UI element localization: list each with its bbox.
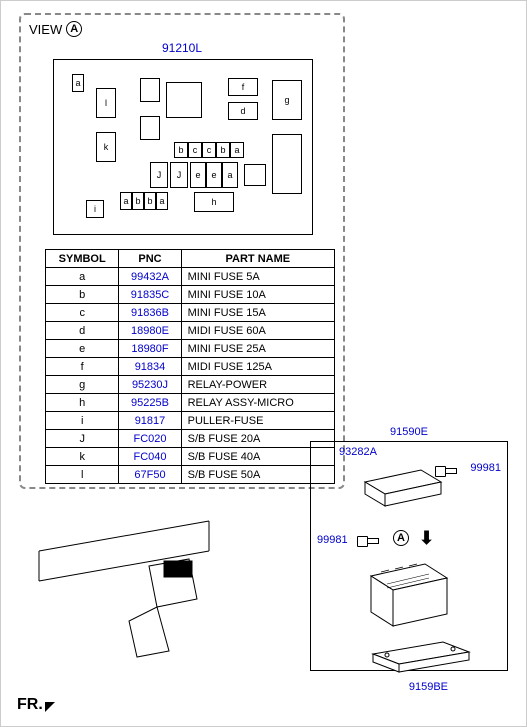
fuse-cell: J bbox=[150, 162, 168, 188]
cell-partname: MIDI FUSE 125A bbox=[181, 358, 334, 376]
fuse-cell: i bbox=[86, 200, 104, 218]
fusebox-schematic: alkJJbccbaeeadfghiabba bbox=[53, 59, 313, 235]
cell-pnc[interactable]: FC040 bbox=[119, 448, 181, 466]
cell-symbol: k bbox=[46, 448, 119, 466]
assembly-box: 91590E 93282A 99981 99981 A ⬇ bbox=[310, 441, 508, 671]
table-row: l67F50S/B FUSE 50A bbox=[46, 466, 335, 484]
cell-symbol: a bbox=[46, 268, 119, 286]
cell-partname: RELAY ASSY-MICRO bbox=[181, 394, 334, 412]
cell-symbol: i bbox=[46, 412, 119, 430]
cell-symbol: l bbox=[46, 466, 119, 484]
cell-pnc[interactable]: FC020 bbox=[119, 430, 181, 448]
table-row: kFC040S/B FUSE 40A bbox=[46, 448, 335, 466]
cell-pnc[interactable]: 95225B bbox=[119, 394, 181, 412]
fuse-cell: c bbox=[202, 142, 216, 158]
callout-91210l[interactable]: 91210L bbox=[162, 41, 202, 55]
cell-symbol: e bbox=[46, 340, 119, 358]
parts-tbody: a99432AMINI FUSE 5Ab91835CMINI FUSE 10Ac… bbox=[46, 268, 335, 484]
table-row: i91817PULLER-FUSE bbox=[46, 412, 335, 430]
cell-partname: MINI FUSE 25A bbox=[181, 340, 334, 358]
callout-91590e[interactable]: 91590E bbox=[390, 426, 428, 438]
callout-9159be[interactable]: 9159BE bbox=[409, 681, 448, 693]
fuse-cell: a bbox=[72, 74, 84, 92]
cell-pnc[interactable]: 18980E bbox=[119, 322, 181, 340]
fuse-cell: k bbox=[96, 132, 116, 162]
fuse-cell: b bbox=[216, 142, 230, 158]
screw-icon bbox=[439, 468, 457, 474]
callout-93282a[interactable]: 93282A bbox=[339, 446, 377, 458]
fuse-cell: h bbox=[194, 192, 234, 212]
view-title: VIEW A bbox=[29, 21, 82, 37]
cell-symbol: J bbox=[46, 430, 119, 448]
callout-99981-top[interactable]: 99981 bbox=[470, 462, 501, 474]
fuse-cell: c bbox=[188, 142, 202, 158]
table-row: d18980EMIDI FUSE 60A bbox=[46, 322, 335, 340]
cell-pnc[interactable]: 95230J bbox=[119, 376, 181, 394]
table-row: c91836BMINI FUSE 15A bbox=[46, 304, 335, 322]
fuse-cell: l bbox=[96, 88, 116, 118]
fr-label: FR. bbox=[17, 696, 43, 714]
cell-partname: MINI FUSE 10A bbox=[181, 286, 334, 304]
fuse-cell: b bbox=[144, 192, 156, 210]
cell-pnc[interactable]: 99432A bbox=[119, 268, 181, 286]
fuse-cell: e bbox=[190, 162, 206, 188]
table-row: f91834MIDI FUSE 125A bbox=[46, 358, 335, 376]
cell-pnc[interactable]: 91836B bbox=[119, 304, 181, 322]
fuse-cell: a bbox=[222, 162, 238, 188]
table-row: b91835CMINI FUSE 10A bbox=[46, 286, 335, 304]
fuse-cell: g bbox=[272, 80, 302, 120]
cell-partname: MINI FUSE 5A bbox=[181, 268, 334, 286]
bracket-graphic bbox=[367, 640, 477, 674]
table-row: h95225BRELAY ASSY-MICRO bbox=[46, 394, 335, 412]
fuse-cell: a bbox=[230, 142, 244, 158]
arrow-sw-icon bbox=[45, 702, 55, 712]
cell-pnc[interactable]: 18980F bbox=[119, 340, 181, 358]
cell-symbol: c bbox=[46, 304, 119, 322]
fuse-cell: f bbox=[228, 78, 258, 96]
view-label: VIEW bbox=[29, 22, 62, 37]
callout-99981-mid[interactable]: 99981 bbox=[317, 534, 348, 546]
fr-indicator: FR. bbox=[17, 696, 55, 714]
cell-pnc[interactable]: 91835C bbox=[119, 286, 181, 304]
cell-partname: PULLER-FUSE bbox=[181, 412, 334, 430]
fuse-cell bbox=[272, 134, 302, 194]
screw-icon bbox=[361, 538, 379, 544]
cell-symbol: f bbox=[46, 358, 119, 376]
down-arrow-icon: ⬇ bbox=[419, 528, 434, 549]
ref-a-badge: A bbox=[393, 530, 409, 546]
fuse-cell: e bbox=[206, 162, 222, 188]
cell-partname: RELAY-POWER bbox=[181, 376, 334, 394]
th-partname: PART NAME bbox=[181, 250, 334, 268]
fuse-cell: d bbox=[228, 102, 258, 120]
table-row: g95230JRELAY-POWER bbox=[46, 376, 335, 394]
table-row: e18980FMINI FUSE 25A bbox=[46, 340, 335, 358]
cell-partname: MIDI FUSE 60A bbox=[181, 322, 334, 340]
mounting-sketch bbox=[29, 511, 289, 671]
view-a-panel: VIEW A 91210L alkJJbccbaeeadfghiabba SYM… bbox=[19, 13, 345, 489]
cell-symbol: b bbox=[46, 286, 119, 304]
fuse-cell bbox=[244, 164, 266, 186]
fuse-cell: J bbox=[170, 162, 188, 188]
fuse-cell: b bbox=[174, 142, 188, 158]
cell-symbol: g bbox=[46, 376, 119, 394]
cell-partname: MINI FUSE 15A bbox=[181, 304, 334, 322]
cell-symbol: d bbox=[46, 322, 119, 340]
view-letter-badge: A bbox=[66, 21, 82, 37]
table-row: JFC020S/B FUSE 20A bbox=[46, 430, 335, 448]
cell-pnc[interactable]: 91817 bbox=[119, 412, 181, 430]
fuse-cell bbox=[140, 116, 160, 140]
fuse-cell: a bbox=[120, 192, 132, 210]
table-row: a99432AMINI FUSE 5A bbox=[46, 268, 335, 286]
relay-body-graphic bbox=[359, 556, 459, 634]
fuse-cell: a bbox=[156, 192, 168, 210]
parts-table: SYMBOL PNC PART NAME a99432AMINI FUSE 5A… bbox=[45, 249, 335, 484]
fuse-cell: b bbox=[132, 192, 144, 210]
fuse-cell bbox=[140, 78, 160, 102]
cell-pnc[interactable]: 67F50 bbox=[119, 466, 181, 484]
cell-symbol: h bbox=[46, 394, 119, 412]
cell-pnc[interactable]: 91834 bbox=[119, 358, 181, 376]
fuse-cell bbox=[166, 82, 202, 118]
th-pnc: PNC bbox=[119, 250, 181, 268]
th-symbol: SYMBOL bbox=[46, 250, 119, 268]
